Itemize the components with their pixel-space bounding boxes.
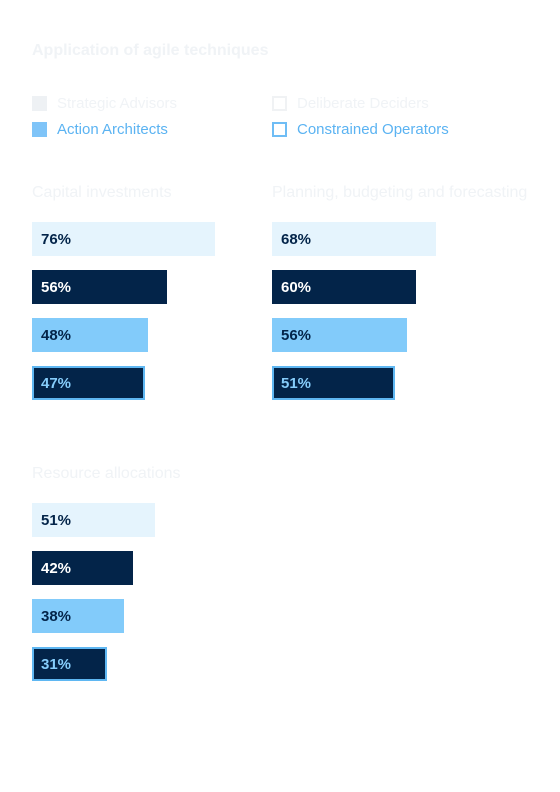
bar-value-label: 51% xyxy=(41,511,72,529)
panel-title: Capital investments xyxy=(32,184,172,201)
legend-label: Deliberate Deciders xyxy=(297,94,429,112)
legend-swatch xyxy=(32,95,47,111)
legend-item: Action Architects xyxy=(32,120,168,138)
legend-label: Action Architects xyxy=(57,120,168,138)
bar-value-label: 56% xyxy=(281,326,312,344)
chart-title: Application of agile techniques xyxy=(32,42,269,59)
bar-value-label: 38% xyxy=(41,607,72,625)
legend-swatch xyxy=(272,121,287,137)
bar-action-architects: 56% xyxy=(272,318,407,352)
legend-swatch xyxy=(272,95,287,111)
legend-item: Strategic Advisors xyxy=(32,94,177,112)
legend-swatch xyxy=(32,121,47,137)
legend-item: Deliberate Deciders xyxy=(272,94,429,112)
bar-strategic-advisors: 51% xyxy=(32,503,155,537)
bar-strategic-advisors: 68% xyxy=(272,222,436,256)
bar-value-label: 51% xyxy=(281,374,312,392)
panel-title: Resource allocations xyxy=(32,465,181,482)
bar-value-label: 47% xyxy=(41,374,72,392)
bar-constrained-operators: 47% xyxy=(32,366,145,400)
bar-deliberate-deciders: 60% xyxy=(272,270,416,304)
bar-constrained-operators: 51% xyxy=(272,366,395,400)
panel-title: Planning, budgeting and forecasting xyxy=(272,184,528,201)
bar-value-label: 76% xyxy=(41,230,72,248)
bar-value-label: 48% xyxy=(41,326,72,344)
bar-value-label: 56% xyxy=(41,278,72,296)
legend-item: Constrained Operators xyxy=(272,120,449,138)
bar-deliberate-deciders: 42% xyxy=(32,551,133,585)
bar-strategic-advisors: 76% xyxy=(32,222,215,256)
bar-value-label: 42% xyxy=(41,559,72,577)
bar-value-label: 68% xyxy=(281,230,312,248)
bar-deliberate-deciders: 56% xyxy=(32,270,167,304)
bar-constrained-operators: 31% xyxy=(32,647,107,681)
legend-label: Constrained Operators xyxy=(297,120,449,138)
bar-value-label: 60% xyxy=(281,278,312,296)
bar-action-architects: 48% xyxy=(32,318,148,352)
bar-action-architects: 38% xyxy=(32,599,124,633)
bar-value-label: 31% xyxy=(41,655,72,673)
legend-label: Strategic Advisors xyxy=(57,94,178,112)
